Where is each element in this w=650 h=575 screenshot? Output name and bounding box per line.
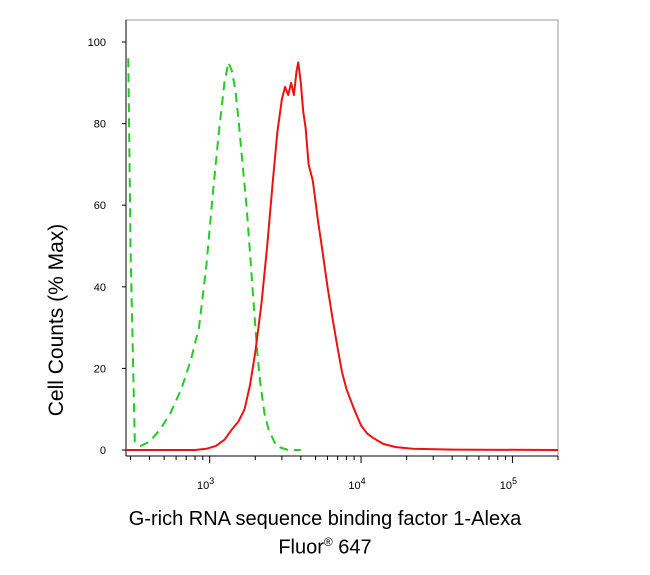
plot-frame: [125, 19, 559, 457]
x-axis-label-line2: Fluor® 647: [0, 535, 650, 560]
y-tick-label: 60: [94, 200, 106, 212]
series-line-1: [127, 58, 301, 451]
y-tick-label: 20: [94, 363, 106, 375]
y-ticks: 0 20 40 60 80 100: [88, 37, 126, 457]
registered-mark: ®: [323, 535, 333, 549]
x-tick-label: 105: [500, 476, 517, 492]
x-axis-label-line2-text: Fluor: [278, 536, 324, 559]
y-tick-label: 100: [88, 37, 106, 49]
y-tick-label: 40: [94, 282, 106, 294]
x-ticks: 103 104 105: [130, 456, 559, 492]
x-axis-label-line2-tail: 647: [332, 536, 372, 559]
y-axis-label: Cell Counts (% Max): [45, 224, 68, 417]
x-tick-label: 104: [348, 476, 365, 492]
y-tick-label: 0: [100, 445, 106, 457]
y-tick-label: 80: [94, 119, 106, 131]
series-line-2: [126, 61, 559, 451]
x-tick-label: 103: [197, 476, 214, 492]
x-axis-label-line1: G-rich RNA sequence binding factor 1-Ale…: [128, 508, 522, 530]
histogram-chart: 0 20 40 60 80 100 103 104 105 Cell Counts (% Ma…: [45, 19, 559, 492]
series-layer: [126, 58, 559, 451]
